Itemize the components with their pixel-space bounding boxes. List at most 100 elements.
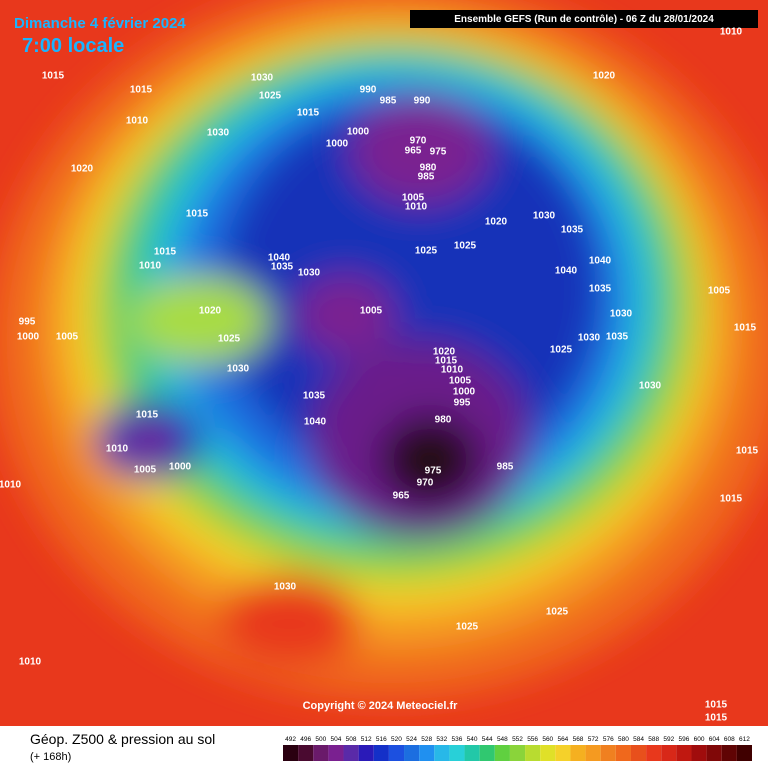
scale-swatch — [736, 745, 752, 761]
isobar-label: 1020 — [71, 164, 94, 175]
isobar-label: 1030 — [251, 73, 274, 84]
scale-label: 560 — [542, 736, 553, 743]
scale-swatch — [343, 745, 359, 761]
isobar-label: 970 — [410, 136, 427, 147]
scale-label: 524 — [406, 736, 417, 743]
isobar-label: 1010 — [0, 480, 22, 491]
isobar-label: 965 — [405, 146, 422, 157]
isobar-label: 1020 — [199, 306, 222, 317]
isobar-label: 1030 — [533, 211, 556, 222]
scale-swatch — [358, 745, 374, 761]
isobar-label: 1040 — [268, 253, 291, 264]
scale-swatch — [691, 745, 707, 761]
isobar-label: 1015 — [720, 494, 743, 505]
isobar-label: 970 — [417, 478, 434, 489]
isobar-label: 1015 — [705, 700, 728, 711]
scale-label: 516 — [376, 736, 387, 743]
isobar-label: 1010 — [441, 365, 464, 376]
isobar-label: 990 — [414, 96, 431, 107]
isobar-label: 1035 — [303, 391, 326, 402]
isobar-label: 1020 — [485, 217, 508, 228]
isobar-label: 1015 — [705, 713, 728, 724]
scale-swatch — [540, 745, 556, 761]
isobar-label: 975 — [430, 147, 447, 158]
scale-label: 508 — [346, 736, 357, 743]
isobar-label: 1015 — [154, 247, 177, 258]
scale-label: 584 — [633, 736, 644, 743]
isobar-label: 1035 — [589, 284, 612, 295]
isobar-label: 1000 — [17, 332, 40, 343]
scale-label: 520 — [391, 736, 402, 743]
scale-swatch — [646, 745, 662, 761]
scale-label: 588 — [648, 736, 659, 743]
scale-label: 504 — [331, 736, 342, 743]
isobar-label: 1015 — [297, 108, 320, 119]
scale-swatch — [630, 745, 647, 761]
isobar-label: 1035 — [271, 262, 294, 273]
isobar-label: 1030 — [610, 309, 633, 320]
scale-label: 492 — [285, 736, 296, 743]
scale-label: 512 — [361, 736, 372, 743]
isobar-label: 1010 — [19, 657, 42, 668]
isobar-label: 1040 — [304, 417, 327, 428]
scale-label: 500 — [315, 736, 326, 743]
scale-swatch — [661, 745, 677, 761]
isobar-label: 1005 — [56, 332, 79, 343]
scale-swatch — [509, 745, 526, 761]
isobar-label: 1005 — [708, 286, 731, 297]
scale-label: 548 — [497, 736, 508, 743]
field — [0, 0, 768, 726]
scale-swatch — [298, 745, 314, 761]
isobar-label: 985 — [418, 172, 435, 183]
footer-title: Géop. Z500 & pression au sol — [30, 731, 215, 747]
scale-label: 608 — [724, 736, 735, 743]
scale-label: 552 — [512, 736, 523, 743]
scale-label: 540 — [467, 736, 478, 743]
isobar-label: 1030 — [227, 364, 250, 375]
scale-label: 580 — [618, 736, 629, 743]
scale-swatch — [373, 745, 389, 761]
isobar-label: 1025 — [415, 246, 438, 257]
isobar-label: 1005 — [402, 193, 425, 204]
time: 7:00 locale — [22, 35, 124, 57]
isobar-label: 985 — [380, 96, 397, 107]
scale-label: 600 — [694, 736, 705, 743]
scale-label: 572 — [588, 736, 599, 743]
scale-swatch — [600, 745, 616, 761]
scale-label: 536 — [452, 736, 463, 743]
isobar-label: 1015 — [130, 85, 153, 96]
isobar-label: 980 — [435, 415, 452, 426]
scale-label: 612 — [739, 736, 750, 743]
scale-swatch — [404, 745, 420, 761]
scale-swatch — [464, 745, 480, 761]
isobar-label: 1005 — [134, 465, 157, 476]
scale-swatch — [313, 745, 329, 761]
isobar-label: 1010 — [106, 444, 129, 455]
isobar-label: 1040 — [555, 266, 578, 277]
scale-swatch — [328, 745, 344, 761]
isobar-label: 1020 — [593, 71, 616, 82]
scale-label: 544 — [482, 736, 493, 743]
isobar-label: 1010 — [720, 27, 743, 38]
scale-swatch — [525, 745, 541, 761]
scale-swatch — [676, 745, 692, 761]
isobar-label: 1035 — [606, 332, 629, 343]
isobar-label: 1025 — [546, 607, 569, 618]
isobar-label: 1030 — [639, 381, 662, 392]
scale-label: 528 — [421, 736, 432, 743]
isobar-label: 1025 — [550, 345, 573, 356]
isobar-label: 1005 — [360, 306, 383, 317]
isobar-label: 975 — [425, 466, 442, 477]
run-info: Ensemble GEFS (Run de contrôle) - 06 Z d… — [454, 14, 714, 25]
isobar-label: 965 — [393, 491, 410, 502]
isobar-label: 1015 — [435, 356, 458, 367]
isobar-label: 1015 — [42, 71, 65, 82]
isobar-label: 1030 — [207, 128, 230, 139]
isobar-label: 1025 — [454, 241, 477, 252]
isobar-label: 1025 — [456, 622, 479, 633]
scale-swatch — [555, 745, 571, 761]
scale-swatch — [494, 745, 510, 761]
isobar-label: 1015 — [734, 323, 757, 334]
scale-swatch — [388, 745, 405, 761]
